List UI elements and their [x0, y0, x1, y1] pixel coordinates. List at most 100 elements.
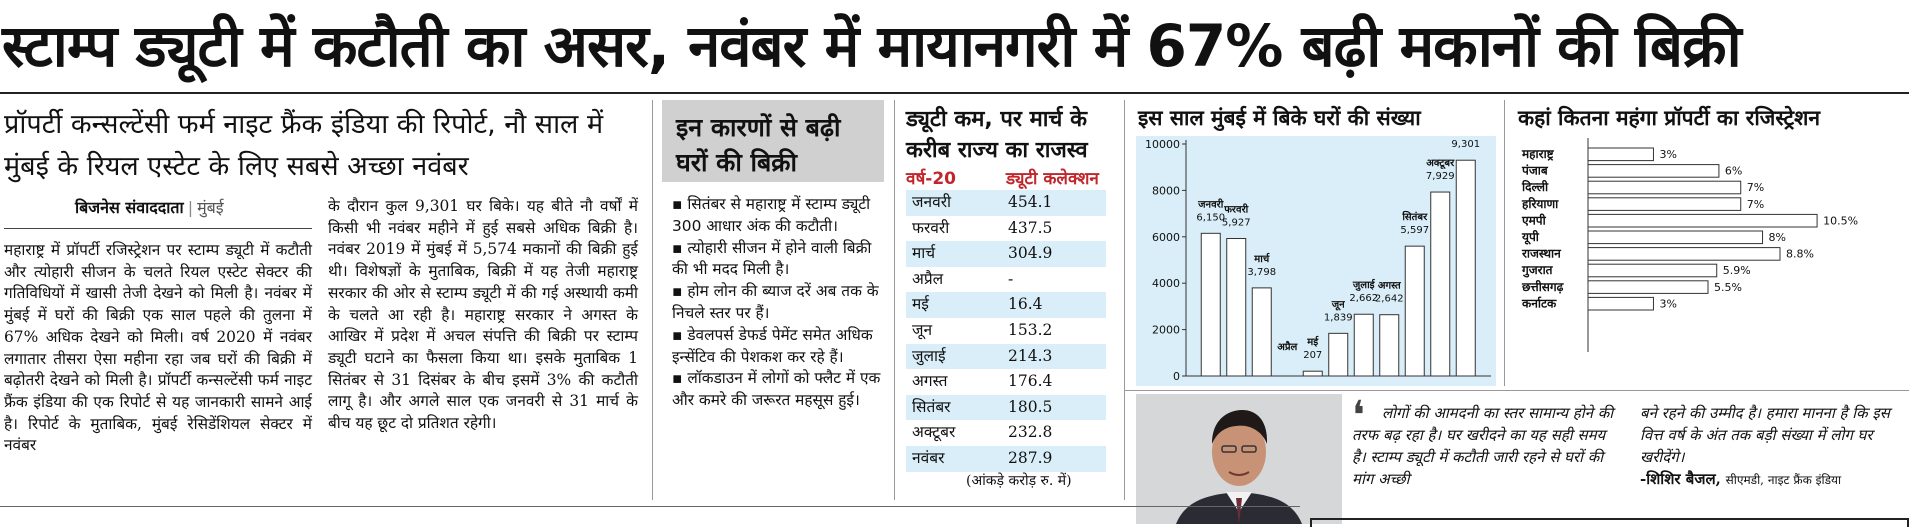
duty-value: 437.5 — [1008, 218, 1053, 237]
table-row: फरवरी 437.5 — [906, 216, 1106, 242]
data-label: 7,929 — [1426, 171, 1455, 182]
data-label: 8% — [1769, 231, 1786, 244]
bar — [1587, 230, 1764, 245]
column-divider — [1504, 100, 1505, 386]
duty-month: सितंबर — [912, 397, 951, 416]
duty-month: फरवरी — [912, 218, 950, 237]
table-row: अगस्त 176.4 — [906, 369, 1106, 395]
category-label: पंजाब — [1521, 164, 1549, 178]
article-column-2: के दौरान कुल 9,301 घर बिके। यह बीते नौ व… — [328, 197, 638, 433]
list-item: ▪ त्योहारी सीजन में होने वाली बिक्री की … — [672, 238, 872, 279]
category-label: मार्च — [1253, 252, 1270, 265]
y-tick-label: 4000 — [1152, 277, 1180, 290]
byline-name: बिजनेस संवाददाता — [75, 198, 184, 217]
quote-signature: -शिशिर बैजल, — [1640, 470, 1721, 488]
list-item: ▪ सितंबर से महाराष्ट्र में स्टाम्प ड्यूट… — [672, 195, 871, 235]
category-label: छत्तीसगढ़ — [1521, 280, 1565, 294]
bar — [1302, 370, 1323, 377]
duty-value: 214.3 — [1008, 346, 1053, 365]
duty-table-header: वर्ष-20 ड्यूटी कलेक्शन — [906, 166, 1111, 189]
reasons-list: ▪ सितंबर से महाराष्ट्र में स्टाम्प ड्यूट… — [672, 194, 884, 412]
data-label: 7% — [1747, 181, 1764, 194]
data-label: 5,927 — [1222, 217, 1251, 228]
article-column-1: महाराष्ट्र में प्रॉपर्टी रजिस्ट्रेशन पर … — [4, 241, 312, 455]
y-tick-label: 2000 — [1152, 324, 1180, 337]
duty-value: 287.9 — [1008, 448, 1053, 467]
data-label: 3% — [1659, 148, 1676, 161]
bar — [1587, 263, 1718, 278]
duty-value: 176.4 — [1008, 372, 1053, 391]
data-label: 7% — [1747, 198, 1764, 211]
bar — [1587, 213, 1818, 228]
table-row: जुलाई 214.3 — [906, 343, 1106, 370]
bar — [1587, 280, 1709, 294]
person-photo — [1136, 394, 1342, 524]
category-label: अप्रैल — [1277, 340, 1298, 353]
registration-bar-chart: महाराष्ट्र 3% पंजाब 6% दिल्ली 7% हरियाणा 7% एमपी… — [1521, 138, 1858, 352]
duty-month: अप्रैल — [912, 269, 944, 288]
bar — [1430, 191, 1451, 377]
duty-value: 16.4 — [1008, 295, 1043, 314]
duty-month: मार्च — [912, 244, 936, 263]
category-label: जुलाई — [1352, 278, 1376, 291]
bar — [1379, 314, 1400, 377]
duty-value: 180.5 — [1008, 397, 1053, 416]
reasons-title: इन कारणों से बढ़ी घरों की बिक्री — [676, 113, 841, 177]
data-label: 3,798 — [1247, 267, 1276, 278]
duty-value: 153.2 — [1008, 320, 1053, 339]
data-label: 3% — [1659, 297, 1676, 310]
duty-month: जून — [912, 320, 933, 339]
duty-col-value: ड्यूटी कलेक्शन — [1006, 169, 1099, 189]
data-label: 6% — [1725, 165, 1742, 178]
data-label: 8.8% — [1786, 248, 1814, 261]
registration-chart-title: कहां कितना महंगा प्रॉपर्टी का रजिस्ट्रेश… — [1518, 106, 1821, 130]
data-label: 6,150 — [1196, 212, 1225, 223]
quote-role: सीएमडी, नाइट फ्रैंक इंडिया — [1725, 473, 1842, 487]
category-label: अगस्त — [1378, 281, 1402, 292]
category-label: फरवरी — [1223, 202, 1248, 215]
quote-section-rule — [1124, 390, 1909, 391]
duty-month: जनवरी — [912, 193, 952, 211]
duty-month: जुलाई — [912, 346, 946, 365]
bar — [1587, 247, 1781, 261]
reasons-header-box — [662, 100, 884, 182]
list-item: ▪ लॉकडाउन में लोगों को फ्लैट में एक और क… — [672, 369, 881, 410]
column-divider — [894, 100, 895, 500]
category-label: जनवरी — [1197, 197, 1224, 210]
category-label: गुजरात — [1521, 263, 1554, 278]
table-row: नवंबर 287.9 — [906, 445, 1106, 472]
quote-icon: ❛ — [1352, 393, 1365, 439]
bottom-rule — [0, 506, 1300, 507]
y-tick-label: 0 — [1173, 370, 1180, 383]
bar — [1353, 313, 1374, 377]
table-row: मई 16.4 — [906, 292, 1106, 318]
category-label: हरियाणा — [1521, 197, 1559, 211]
byline-place: मुंबई — [197, 198, 224, 217]
category-label: यूपी — [1521, 230, 1540, 245]
table-row: जनवरी 454.1 — [906, 190, 1106, 216]
duty-table-note: (आंकड़े करोड़ रु. में) — [966, 473, 1072, 489]
category-label: मई — [1306, 335, 1319, 348]
duty-value: - — [1008, 269, 1014, 288]
table-row: सितंबर 180.5 — [906, 394, 1106, 421]
category-label: जून — [1331, 299, 1345, 311]
sales-chart-title: इस साल मुंबई में बिके घरों की संख्या — [1138, 106, 1421, 130]
list-item: ▪ होम लोन की ब्याज दरें अब तक के निचले स… — [672, 282, 879, 322]
bar — [1251, 287, 1272, 377]
bar — [1587, 296, 1654, 311]
bar — [1455, 159, 1476, 377]
bar — [1587, 197, 1742, 211]
y-tick-label: 8000 — [1152, 184, 1180, 197]
category-label: सितंबर — [1401, 210, 1428, 223]
data-label: 207 — [1303, 350, 1322, 361]
quote-continuation: बने रहने की उम्मीद है। हमारा मानना है कि… — [1640, 404, 1890, 466]
bar — [1587, 180, 1742, 195]
duty-month: मई — [912, 295, 929, 314]
table-row: अक्टूबर 232.8 — [906, 420, 1106, 446]
byline: बिजनेस संवाददाता | मुंबई — [75, 198, 224, 217]
category-label: नवंबर — [1454, 136, 1477, 137]
list-item: ▪ डेवलपर्स डेफर्ड पेमेंट समेत अधिक इन्से… — [672, 325, 873, 366]
duty-month: अक्टूबर — [912, 423, 956, 442]
data-label: 5.5% — [1714, 281, 1742, 294]
